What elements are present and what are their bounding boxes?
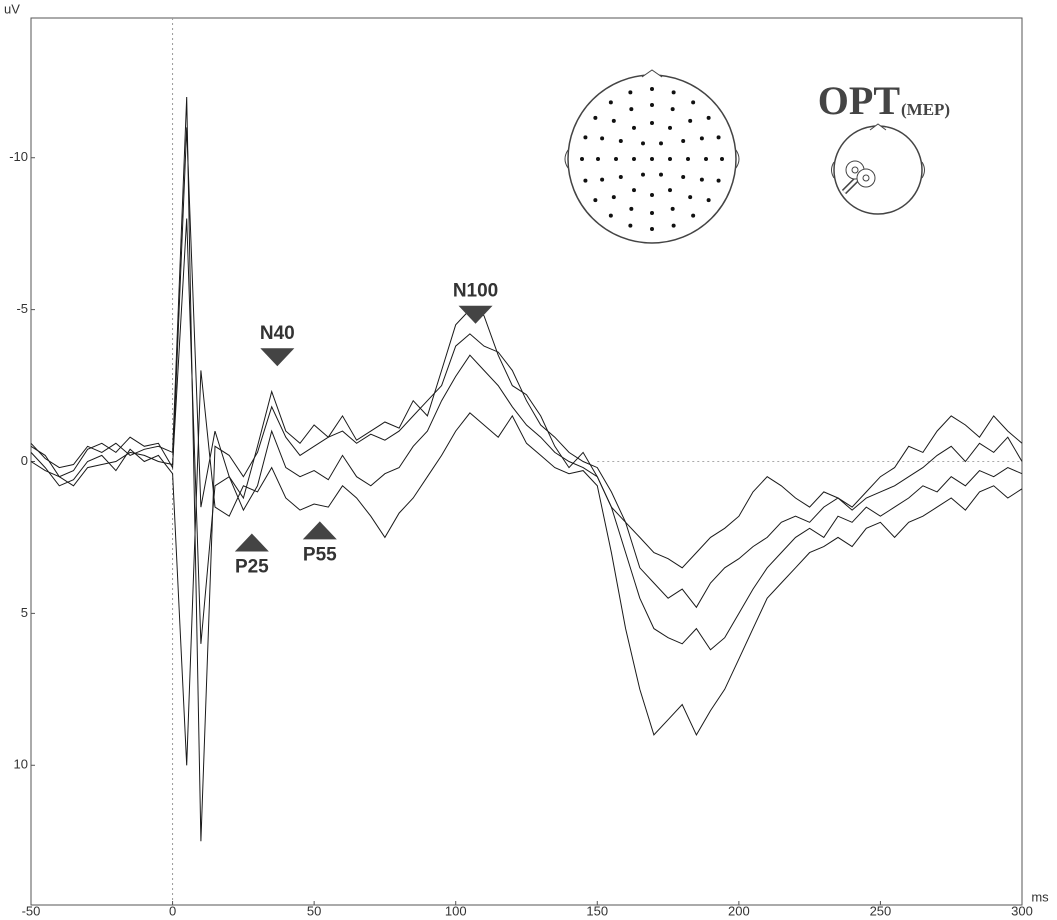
electrode xyxy=(650,87,654,91)
electrode xyxy=(659,172,663,177)
coil-center xyxy=(862,174,870,182)
electrode xyxy=(632,188,636,193)
x-tick-label: 200 xyxy=(728,903,750,918)
electrode xyxy=(691,213,696,218)
electrode xyxy=(688,195,693,200)
electrode xyxy=(659,141,663,146)
electrode xyxy=(720,157,724,161)
electrode xyxy=(618,139,623,143)
x-axis-label: ms xyxy=(1031,889,1049,904)
electrode xyxy=(632,125,636,130)
electrode xyxy=(641,141,645,146)
nose xyxy=(869,123,887,131)
ear xyxy=(735,149,740,169)
head-map-electrodes xyxy=(564,69,740,244)
trace xyxy=(30,127,1023,569)
coil-wing xyxy=(856,168,876,188)
trace xyxy=(30,218,1023,651)
electrode xyxy=(628,223,633,228)
electrode xyxy=(583,135,588,140)
electrode xyxy=(641,172,645,177)
electrode xyxy=(608,100,613,105)
electrode xyxy=(583,178,588,183)
electrode xyxy=(670,107,675,112)
electrode xyxy=(593,198,598,203)
electrode xyxy=(596,157,600,161)
electrode xyxy=(691,100,696,105)
peak-marker xyxy=(260,348,295,367)
peak-label: P25 xyxy=(235,557,269,578)
trace xyxy=(30,96,1023,842)
electrode xyxy=(593,115,598,120)
peak-label: N100 xyxy=(453,281,498,302)
electrode xyxy=(671,223,676,228)
y-tick-label: 5 xyxy=(21,605,28,620)
electrode xyxy=(704,157,708,161)
electrode xyxy=(611,118,616,123)
electrode xyxy=(716,135,721,140)
nose xyxy=(641,69,663,78)
electrode-dots xyxy=(580,87,724,231)
y-tick-label: 0 xyxy=(21,453,28,468)
y-tick-label: 10 xyxy=(14,757,28,772)
electrode xyxy=(686,157,690,161)
electrode xyxy=(699,177,704,182)
inset-title: OPT xyxy=(818,78,901,123)
peak-label: P55 xyxy=(303,544,337,565)
ear xyxy=(921,161,925,179)
electrode xyxy=(706,198,711,203)
electrode xyxy=(628,90,633,95)
electrode xyxy=(618,175,623,179)
electrode xyxy=(670,206,675,211)
electrode xyxy=(580,157,584,161)
electrode xyxy=(650,227,654,231)
x-tick-label: 100 xyxy=(445,903,467,918)
electrode xyxy=(650,103,654,107)
coil-handle xyxy=(842,176,860,194)
electrode xyxy=(650,193,654,197)
electrode xyxy=(632,157,636,161)
electrode xyxy=(650,211,654,215)
coil-center xyxy=(851,166,859,174)
x-tick-label: 50 xyxy=(307,903,321,918)
electrode xyxy=(688,118,693,123)
electrode xyxy=(608,213,613,218)
ear xyxy=(831,161,835,179)
electrode xyxy=(681,175,686,179)
peak-marker xyxy=(458,305,493,324)
peak-marker xyxy=(302,521,337,540)
electrode xyxy=(629,206,634,211)
electrode xyxy=(716,178,721,183)
electrode xyxy=(668,157,672,161)
electrode xyxy=(600,177,605,182)
head-map-coil xyxy=(831,123,925,215)
inset-subtitle: (MEP) xyxy=(901,100,950,119)
y-tick-label: -5 xyxy=(16,301,28,316)
electrode xyxy=(611,195,616,200)
y-tick-label: -10 xyxy=(9,149,28,164)
electrode xyxy=(699,136,704,141)
x-tick-label: 250 xyxy=(870,903,892,918)
electrode xyxy=(650,121,654,125)
y-axis-label: uV xyxy=(4,1,20,16)
x-tick-label: -50 xyxy=(22,903,41,918)
electrode xyxy=(706,115,711,120)
electrode xyxy=(629,107,634,112)
electrode xyxy=(681,139,686,143)
electrode xyxy=(600,136,605,141)
electrode xyxy=(668,125,672,130)
peak-label: N40 xyxy=(260,323,295,344)
electrode xyxy=(650,157,654,161)
trace xyxy=(30,370,1023,766)
x-tick-label: 0 xyxy=(169,903,176,918)
x-tick-label: 300 xyxy=(1011,903,1033,918)
ear xyxy=(564,149,569,169)
x-tick-label: 150 xyxy=(586,903,608,918)
electrode xyxy=(668,188,672,193)
peak-marker xyxy=(234,533,269,552)
electrode xyxy=(614,157,618,161)
electrode xyxy=(671,90,676,95)
